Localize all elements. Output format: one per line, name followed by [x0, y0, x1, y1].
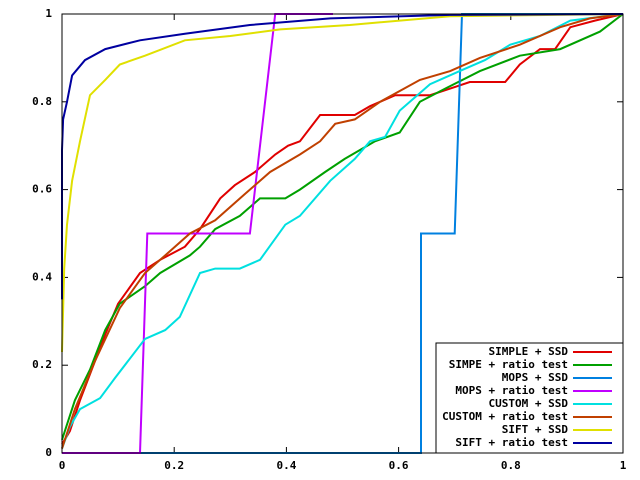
y-tick-label: 0.8 — [32, 95, 52, 108]
legend-label: SIMPE + ratio test — [449, 358, 568, 371]
x-tick-label: 0.8 — [501, 459, 521, 472]
x-tick-label: 0 — [59, 459, 66, 472]
series-line — [61, 13, 624, 300]
plot-border — [61, 13, 624, 454]
legend-label: SIMPLE + SSD — [489, 345, 569, 358]
y-tick-label: 0.4 — [32, 270, 52, 283]
series-line — [61, 13, 624, 353]
legend-label: CUSTOM + ratio test — [442, 410, 568, 423]
y-tick-label: 1 — [45, 7, 52, 20]
legend-label: SIFT + ratio test — [455, 436, 568, 449]
x-tick-label: 1 — [620, 459, 627, 472]
legend-box — [435, 342, 624, 454]
y-tick-label: 0.2 — [32, 358, 52, 371]
series-line — [61, 13, 624, 449]
series-line — [61, 13, 624, 449]
legend-label: CUSTOM + SSD — [489, 397, 569, 410]
y-tick-label: 0.6 — [32, 183, 52, 196]
x-tick-label: 0.6 — [389, 459, 409, 472]
x-tick-label: 0.2 — [164, 459, 184, 472]
legend-label: MOPS + SSD — [502, 371, 569, 384]
series-line — [62, 13, 333, 454]
series-line — [61, 13, 624, 441]
x-tick-label: 0.4 — [276, 459, 296, 472]
legend-label: SIFT + SSD — [502, 423, 569, 436]
y-tick-label: 0 — [45, 446, 52, 459]
legend-label: MOPS + ratio test — [455, 384, 568, 397]
